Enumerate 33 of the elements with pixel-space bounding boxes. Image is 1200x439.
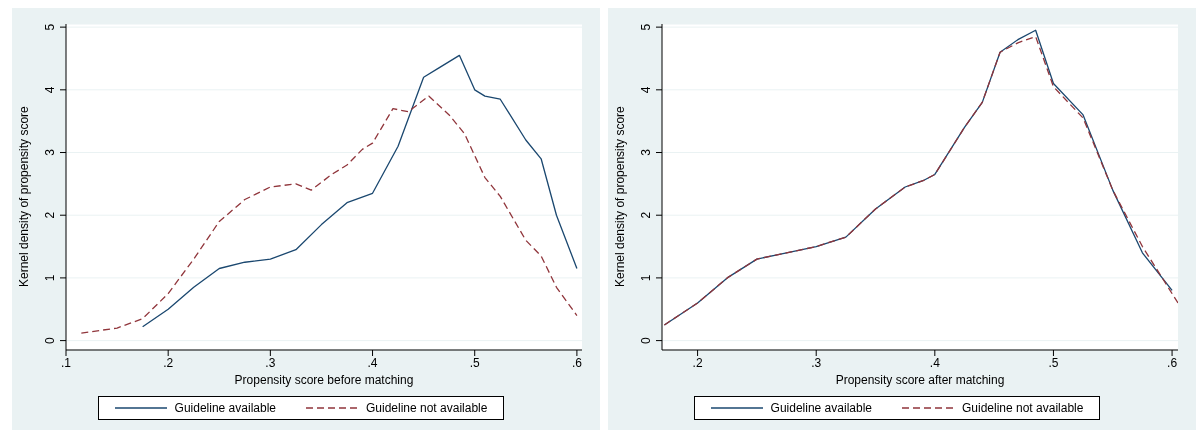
y-tick-label: 4 bbox=[43, 86, 57, 94]
x-tick-label: .6 bbox=[1167, 355, 1178, 370]
y-axis-title: Kernel density of propensity score bbox=[17, 105, 32, 287]
line-series bbox=[141, 54, 578, 328]
y-tick-label: 2 bbox=[43, 211, 57, 219]
x-tick-label: .3 bbox=[811, 355, 822, 370]
line-series bbox=[80, 95, 578, 334]
y-tick-label: 3 bbox=[43, 148, 57, 156]
x-tick-label: .4 bbox=[929, 355, 941, 370]
legend-label: Guideline available bbox=[174, 401, 276, 415]
y-tick-label: 4 bbox=[639, 86, 653, 94]
y-tick-label: 1 bbox=[639, 274, 653, 282]
y-tick-label: 5 bbox=[639, 23, 653, 31]
legend-label: Guideline available bbox=[770, 401, 872, 415]
y-tick-label: 1 bbox=[43, 274, 57, 282]
x-tick-label: .5 bbox=[1048, 355, 1059, 370]
y-tick-label: 0 bbox=[639, 336, 653, 344]
x-tick-label: .4 bbox=[367, 355, 378, 370]
x-axis-title: Propensity score before matching bbox=[234, 373, 414, 387]
x-tick-label: .5 bbox=[469, 355, 481, 370]
y-tick-label: 5 bbox=[43, 23, 57, 31]
x-tick-label: .1 bbox=[60, 355, 72, 370]
y-axis-title: Kernel density of propensity score bbox=[613, 105, 628, 287]
legend-label: Guideline not available bbox=[365, 401, 488, 415]
x-tick-label: .2 bbox=[692, 355, 703, 370]
y-tick-label: 2 bbox=[639, 211, 653, 219]
x-tick-label: .2 bbox=[163, 355, 174, 370]
x-tick-label: .3 bbox=[265, 355, 276, 370]
y-tick-label: 0 bbox=[43, 336, 57, 344]
y-tick-label: 3 bbox=[639, 148, 653, 156]
legend-label: Guideline not available bbox=[961, 401, 1084, 415]
x-tick-label: .6 bbox=[571, 355, 583, 370]
x-axis-title: Propensity score after matching bbox=[835, 373, 1005, 387]
